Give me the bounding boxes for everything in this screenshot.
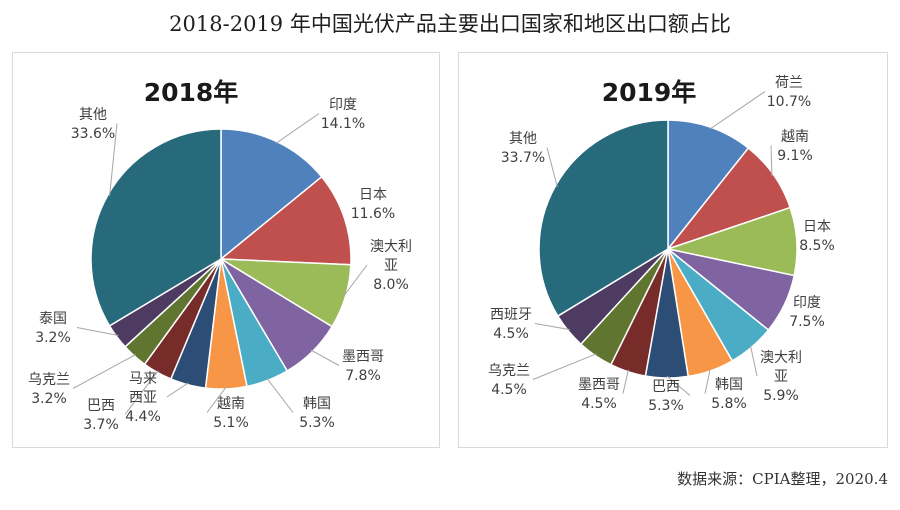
slice-label-2018-越南: 越南 5.1%: [213, 396, 249, 431]
main-title: 2018-2019 年中国光伏产品主要出口国家和地区出口额占比: [169, 12, 731, 36]
leader-line-2018-乌克兰: [72, 354, 137, 389]
slice-label-2018-马来西亚: 马来西亚 4.4%: [125, 371, 161, 425]
leader-line-2019-其他: [546, 147, 558, 187]
slice-label-2019-澳大利亚: 澳大利亚 5.9%: [760, 350, 802, 404]
slice-label-2019-巴西: 巴西 5.3%: [648, 379, 684, 414]
slice-label-2019-其他: 其他 33.7%: [501, 131, 545, 166]
leader-line-2019-澳大利亚: [750, 345, 758, 377]
labels-2018: 印度 14.1% 日本 11.6% 澳大利亚 8.0% 墨西哥 7.8%韩国 5.3% 越南 5.1…: [28, 97, 412, 433]
pie-chart-2018-panel: 2018年 印度 14.1% 日本 11.6% 澳大利亚 8.0% 墨西哥 7.8% 韩国 5.3…: [12, 52, 440, 448]
pie-slice-2018-日本: [219, 175, 352, 266]
slice-label-2018-印度: 印度 14.1%: [321, 97, 365, 132]
pie-slice-2019-荷兰: [667, 119, 750, 252]
slice-label-2019-西班牙: 西班牙 4.5%: [490, 307, 532, 342]
pie-chart-2019: 2019年 荷兰 10.7% 越南 9.1% 日本 8.5% 印度 7.5% 澳大利亚 5.9% 韩…: [488, 75, 835, 414]
slice-label-2018-乌克兰: 乌克兰 3.2%: [28, 372, 70, 407]
leader-lines-2019: [532, 91, 773, 396]
slice-label-2019-日本: 日本 8.5%: [799, 219, 835, 254]
slice-label-2019-印度: 印度 7.5%: [789, 295, 825, 330]
slice-label-2018-墨西哥: 墨西哥 7.8%: [342, 349, 384, 384]
slice-label-2018-巴西: 巴西 3.7%: [83, 398, 119, 433]
slices-2018: [90, 128, 352, 390]
leader-line-2018-马来西亚: [166, 382, 189, 398]
chart-title-2019: 2019年: [602, 78, 697, 107]
slice-label-2019-越南: 越南 9.1%: [777, 129, 813, 164]
leader-line-2019-乌克兰: [532, 353, 597, 380]
slice-label-2018-日本: 日本 11.6%: [351, 187, 395, 222]
leader-line-2019-韩国: [704, 368, 711, 394]
leader-line-2018-泰国: [76, 327, 119, 336]
leader-line-2019-越南: [770, 145, 773, 177]
leader-line-2018-韩国: [266, 378, 294, 413]
chart-title-2018: 2018年: [144, 78, 239, 107]
leader-line-2019-墨西哥: [622, 369, 629, 394]
leader-line-2018-墨西哥: [310, 349, 340, 366]
leader-line-2018-印度: [275, 113, 320, 144]
slice-label-2018-澳大利亚: 澳大利亚 8.0%: [370, 239, 412, 293]
leader-line-2018-澳大利亚: [343, 264, 368, 297]
slice-label-2019-韩国: 韩国 5.8%: [711, 377, 747, 412]
leader-lines-2018: [72, 113, 368, 415]
slice-label-2019-荷兰: 荷兰 10.7%: [767, 75, 811, 110]
leader-line-2019-荷兰: [709, 91, 766, 130]
pie-chart-2018: 2018年 印度 14.1% 日本 11.6% 澳大利亚 8.0% 墨西哥 7.8%韩国 5.3…: [28, 78, 412, 433]
pie-slice-2018-印度: [220, 128, 323, 261]
pie-slice-2018-其他: [90, 128, 222, 327]
leader-line-2019-西班牙: [534, 323, 570, 331]
pie-slice-2019-其他: [538, 119, 669, 318]
slices-2019: [538, 119, 798, 379]
leader-line-2018-巴西: [124, 370, 159, 415]
slice-label-2018-其他: 其他 33.6%: [71, 107, 115, 142]
leader-line-2018-越南: [206, 386, 227, 413]
leader-line-2019-巴西: [666, 375, 691, 396]
slice-label-2018-泰国: 泰国 3.2%: [35, 311, 71, 346]
data-source-note: 数据来源：CPIA整理，2020.4: [677, 470, 888, 488]
slice-label-2019-乌克兰: 乌克兰 4.5%: [488, 363, 530, 398]
slice-label-2019-墨西哥: 墨西哥 4.5%: [578, 377, 620, 412]
pie-chart-2019-panel: 2019年 荷兰 10.7% 越南 9.1% 日本 8.5% 印度 7.5% 澳大利亚 5.9% 韩…: [458, 52, 888, 448]
labels-2019: 荷兰 10.7% 越南 9.1% 日本 8.5% 印度 7.5% 澳大利亚 5.9% 韩国 5.8% 巴…: [488, 75, 835, 414]
slice-label-2018-韩国: 韩国 5.3%: [299, 396, 335, 431]
leader-line-2018-其他: [109, 123, 118, 196]
